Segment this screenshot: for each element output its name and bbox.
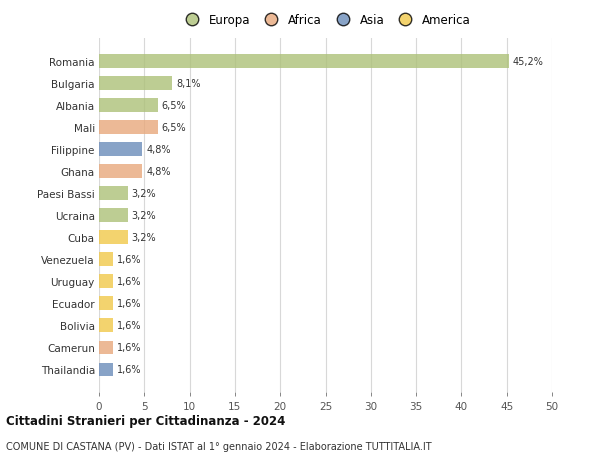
Bar xyxy=(99,231,128,245)
Text: 1,6%: 1,6% xyxy=(117,364,142,375)
Text: 4,8%: 4,8% xyxy=(146,167,170,177)
Text: 3,2%: 3,2% xyxy=(131,189,156,199)
Bar xyxy=(99,187,128,201)
Text: Cittadini Stranieri per Cittadinanza - 2024: Cittadini Stranieri per Cittadinanza - 2… xyxy=(6,414,286,428)
Text: 1,6%: 1,6% xyxy=(117,342,142,353)
Bar xyxy=(99,253,113,267)
Bar xyxy=(99,77,172,91)
Bar xyxy=(99,121,158,134)
Bar xyxy=(99,143,142,157)
Bar xyxy=(99,99,158,112)
Text: 6,5%: 6,5% xyxy=(161,101,186,111)
Text: COMUNE DI CASTANA (PV) - Dati ISTAT al 1° gennaio 2024 - Elaborazione TUTTITALIA: COMUNE DI CASTANA (PV) - Dati ISTAT al 1… xyxy=(6,441,431,451)
Bar xyxy=(99,165,142,179)
Text: 1,6%: 1,6% xyxy=(117,255,142,265)
Text: 1,6%: 1,6% xyxy=(117,299,142,308)
Bar xyxy=(99,297,113,310)
Text: 3,2%: 3,2% xyxy=(131,211,156,221)
Legend: Europa, Africa, Asia, America: Europa, Africa, Asia, America xyxy=(178,12,473,29)
Bar xyxy=(99,275,113,288)
Bar xyxy=(99,209,128,223)
Text: 6,5%: 6,5% xyxy=(161,123,186,133)
Bar xyxy=(99,55,509,69)
Text: 1,6%: 1,6% xyxy=(117,277,142,287)
Text: 3,2%: 3,2% xyxy=(131,233,156,243)
Bar xyxy=(99,319,113,332)
Text: 45,2%: 45,2% xyxy=(512,57,543,67)
Text: 8,1%: 8,1% xyxy=(176,79,200,89)
Bar xyxy=(99,341,113,354)
Text: 1,6%: 1,6% xyxy=(117,321,142,330)
Text: 4,8%: 4,8% xyxy=(146,145,170,155)
Bar xyxy=(99,363,113,376)
